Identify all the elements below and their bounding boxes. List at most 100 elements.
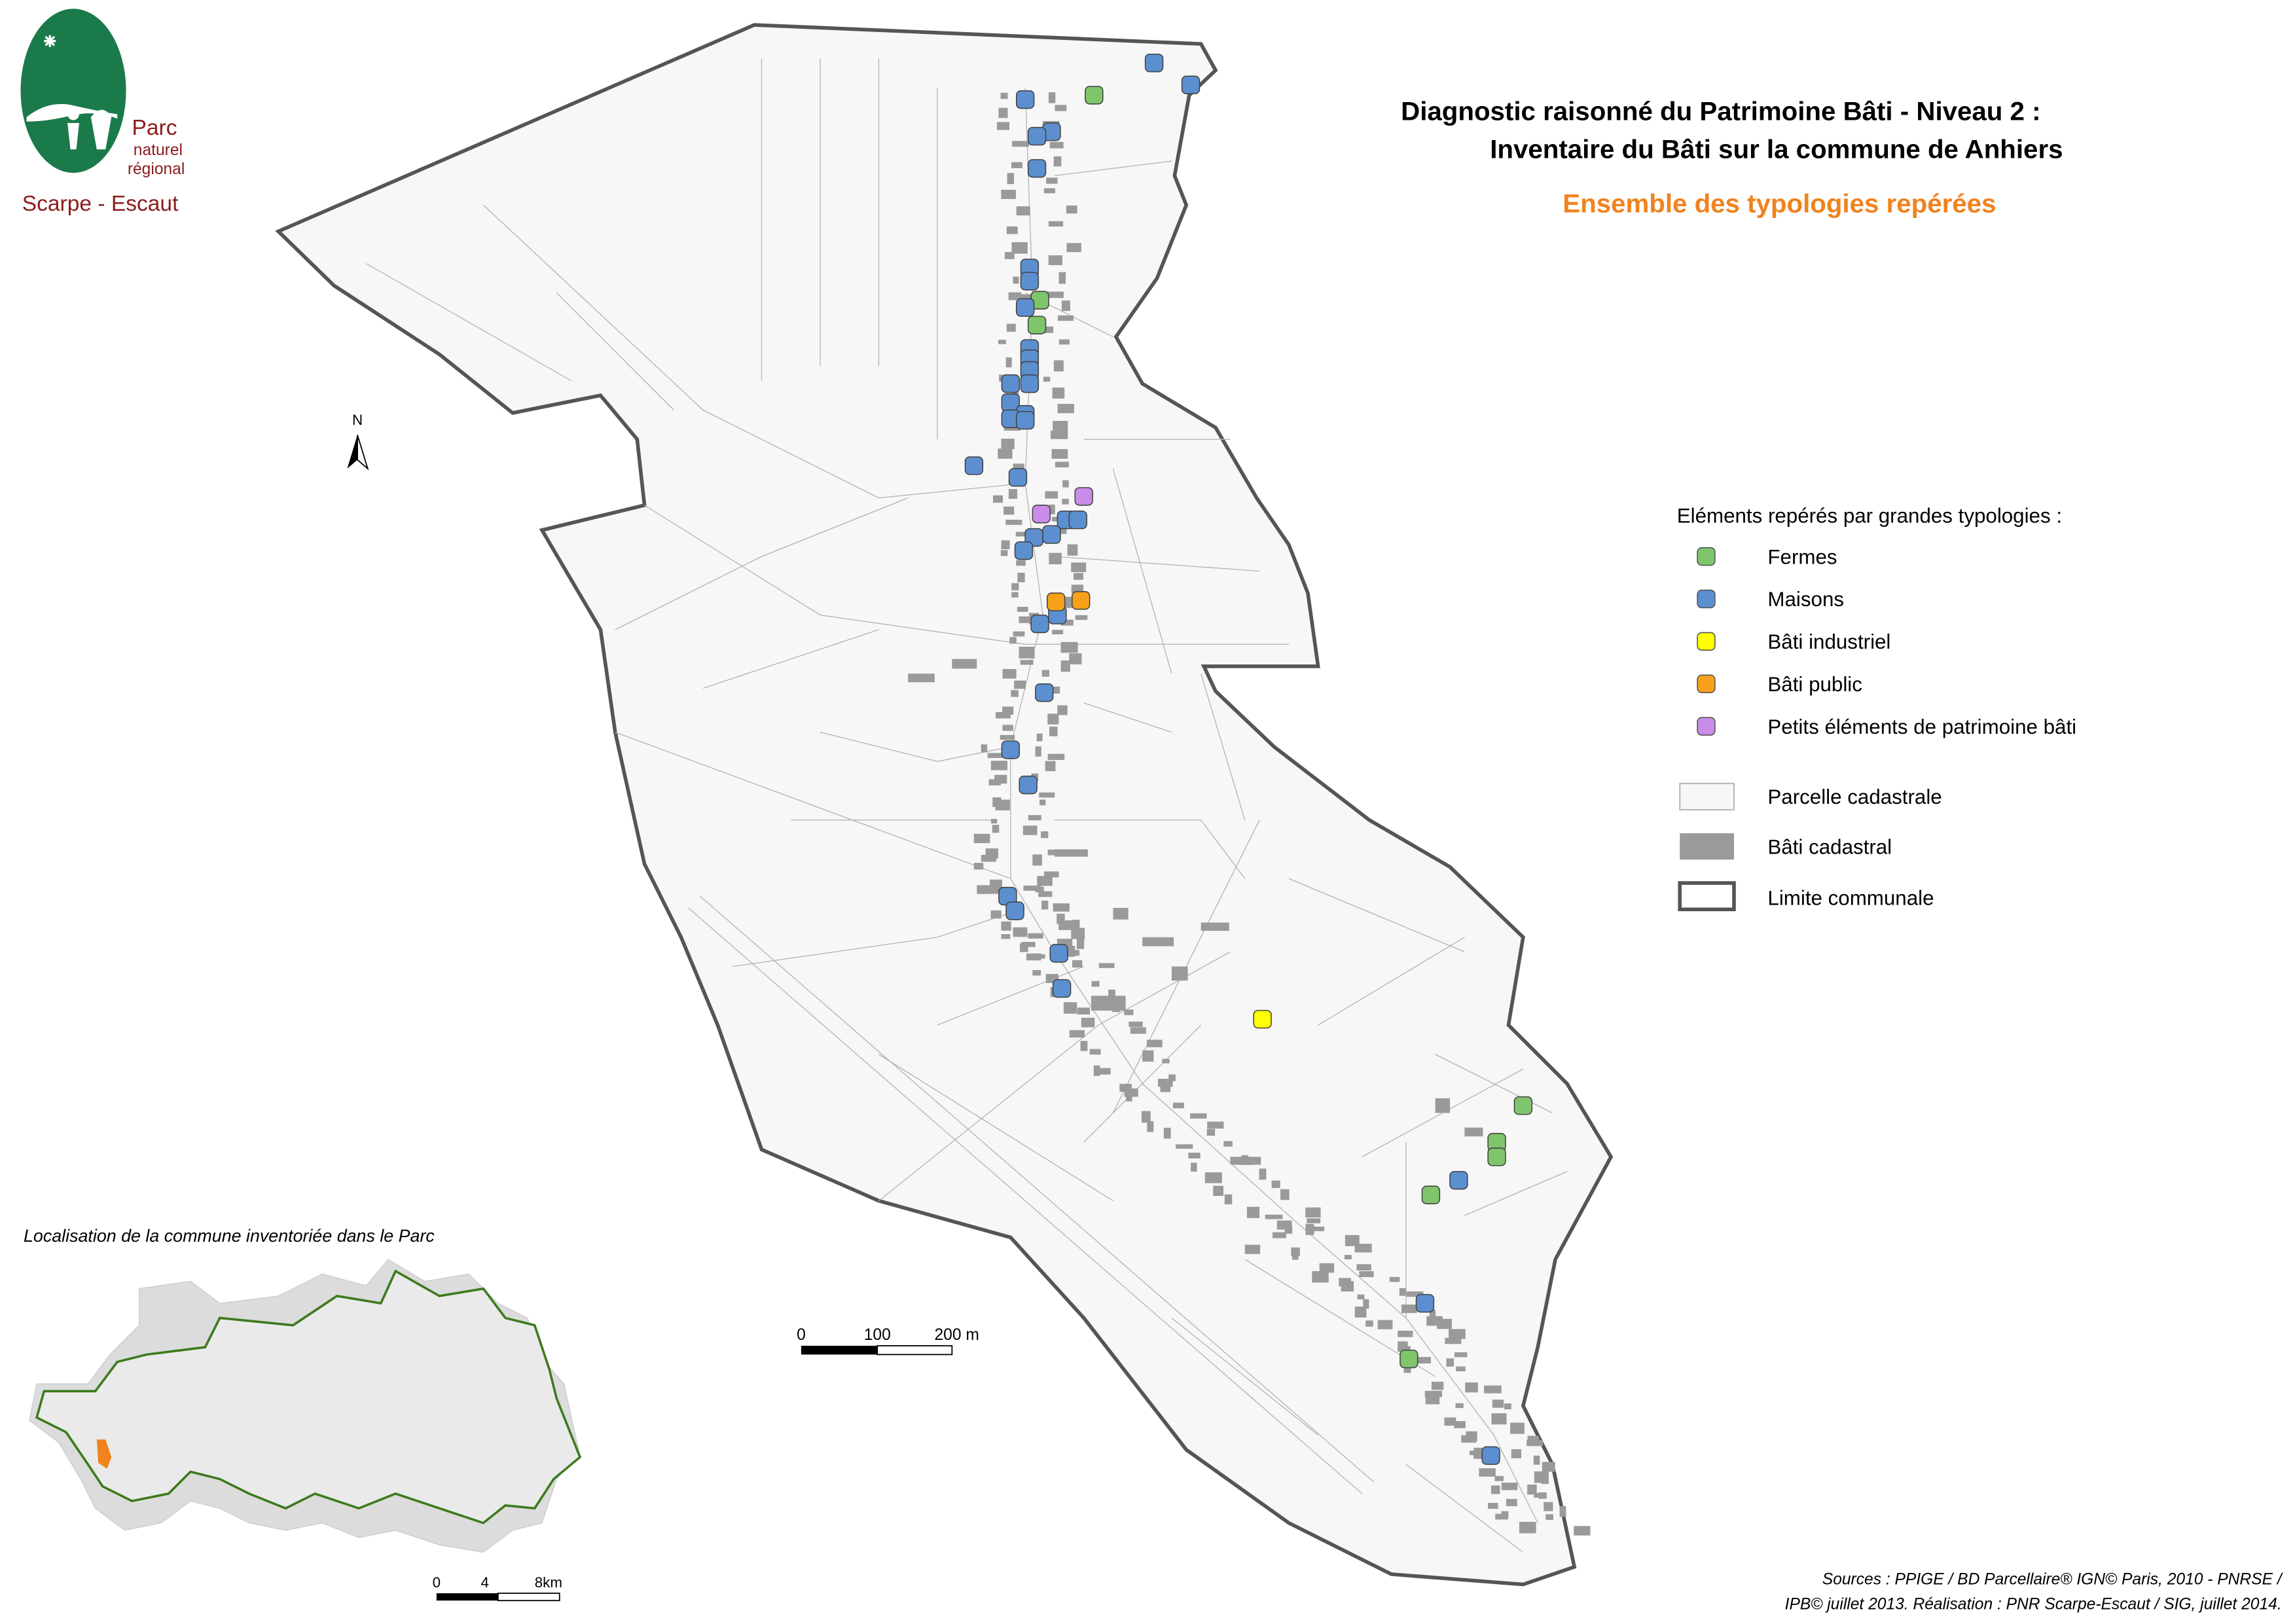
legend-symbol — [1697, 547, 1716, 566]
building — [1023, 885, 1041, 891]
map-point — [1085, 86, 1104, 105]
building — [1190, 1113, 1207, 1119]
building — [1403, 1367, 1411, 1373]
building — [1354, 1244, 1372, 1253]
building — [990, 910, 1002, 919]
inset-commune — [96, 1439, 112, 1469]
inset-scale-label: 0 — [433, 1574, 441, 1591]
map-point — [1144, 53, 1164, 73]
building — [1359, 1271, 1374, 1278]
map-point — [1181, 75, 1201, 94]
building — [1006, 323, 1016, 332]
building — [1431, 1381, 1444, 1390]
building — [1130, 1027, 1146, 1034]
building — [993, 495, 1003, 503]
building — [1013, 276, 1019, 284]
building — [1075, 615, 1088, 621]
inset-scale-segment — [436, 1593, 498, 1601]
building — [1519, 1521, 1536, 1534]
building — [1292, 1248, 1299, 1260]
building — [1058, 272, 1066, 284]
building — [1469, 1451, 1484, 1456]
building — [1542, 1462, 1555, 1472]
building — [990, 761, 1007, 770]
building — [1048, 504, 1055, 514]
building — [1061, 300, 1070, 312]
building — [1142, 937, 1174, 947]
building — [1437, 1318, 1452, 1329]
logo-figures — [67, 109, 112, 150]
building — [1574, 1526, 1591, 1536]
building — [1020, 660, 1034, 665]
building — [1016, 206, 1030, 216]
building — [1071, 562, 1087, 572]
building — [1425, 1396, 1440, 1405]
building — [1456, 1366, 1466, 1371]
building — [1072, 960, 1083, 968]
map-point — [1032, 505, 1051, 524]
map-point — [964, 456, 984, 475]
building — [1039, 799, 1046, 806]
logo-text: naturel — [134, 141, 183, 159]
building — [1057, 528, 1067, 534]
map-point — [1481, 1446, 1500, 1465]
building — [1000, 92, 1008, 99]
building — [1011, 690, 1019, 697]
legend-building-swatch — [1680, 833, 1734, 860]
logo-text: régional — [128, 160, 185, 178]
map-point — [1068, 510, 1087, 530]
map-point — [1001, 740, 1021, 759]
legend-title: Eléments repérés par grandes typologies … — [1677, 505, 2062, 528]
building — [1001, 189, 1016, 199]
building — [1066, 243, 1081, 253]
inset-scale-segment — [497, 1593, 560, 1602]
building — [1032, 954, 1045, 959]
sources: IPB© juillet 2013. Réalisation : PNR Sca… — [1785, 1596, 2282, 1614]
building — [1069, 1030, 1085, 1038]
building — [1160, 1085, 1171, 1092]
building — [1012, 141, 1030, 147]
building — [1053, 420, 1068, 432]
title: Inventaire du Bâti sur la commune de Anh… — [1490, 135, 2063, 164]
building — [1019, 646, 1035, 659]
building — [1544, 1502, 1553, 1511]
building — [1506, 1498, 1517, 1506]
building — [1363, 1299, 1369, 1309]
building — [990, 879, 1002, 890]
building — [1008, 489, 1018, 499]
building — [1005, 357, 1012, 368]
building — [1213, 1185, 1224, 1197]
legend-symbol — [1697, 589, 1716, 609]
building — [1006, 226, 1018, 234]
sources: Sources : PPIGE / BD Parcellaire® IGN© P… — [1822, 1571, 2283, 1589]
scale-label: 100 — [864, 1326, 891, 1344]
building — [1389, 1276, 1400, 1282]
building — [1449, 1329, 1466, 1339]
building — [1035, 746, 1041, 757]
building — [1020, 943, 1028, 952]
building — [1377, 1320, 1393, 1329]
building — [1049, 552, 1062, 565]
inset-park — [35, 1269, 582, 1525]
building — [1015, 532, 1032, 537]
logo-text: Parc — [132, 116, 177, 140]
building — [1206, 1128, 1216, 1136]
building — [1424, 1390, 1443, 1398]
subtitle: Ensemble des typologies repérées — [1563, 189, 1996, 218]
building — [1011, 162, 1022, 168]
building — [1052, 388, 1065, 399]
building — [991, 818, 998, 823]
inset-scale-label: 8km — [535, 1574, 562, 1591]
building — [1058, 339, 1070, 345]
legend-symbol — [1697, 717, 1716, 736]
building — [1036, 733, 1043, 742]
building — [1062, 480, 1069, 488]
building — [1063, 1002, 1077, 1014]
building — [908, 674, 935, 683]
building — [1053, 903, 1070, 912]
building — [977, 885, 991, 894]
building — [1538, 1492, 1547, 1499]
map-point — [1020, 272, 1039, 291]
building — [1057, 705, 1068, 715]
building — [1001, 540, 1010, 550]
